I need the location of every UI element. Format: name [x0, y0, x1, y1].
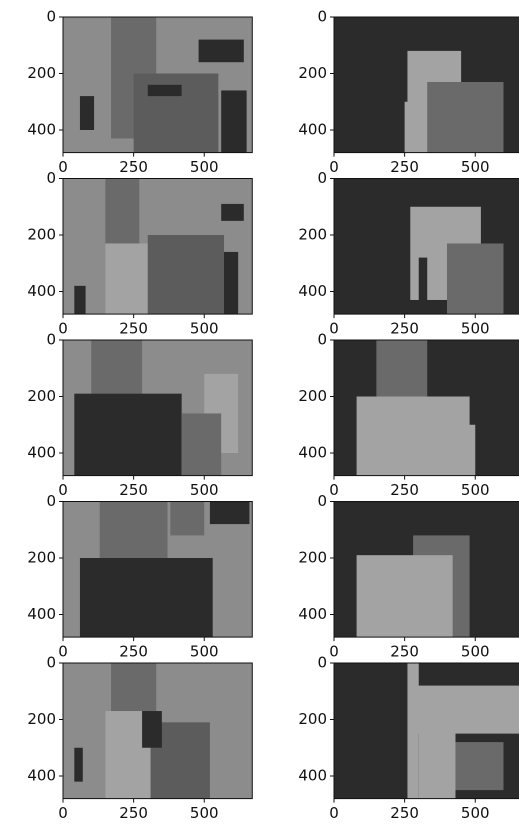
x-tick-label: 0 — [329, 804, 339, 822]
y-tick-label: 200 — [298, 226, 327, 244]
x-tick-label: 0 — [58, 804, 68, 822]
x-tick-label: 250 — [119, 643, 148, 661]
y-tick-label: 0 — [317, 169, 327, 187]
image-region — [80, 96, 94, 130]
y-tick-label: 0 — [46, 654, 56, 672]
subplot: 0 250 500 0 200 400 — [298, 8, 519, 177]
x-tick-label: 500 — [190, 481, 219, 499]
image-region — [357, 397, 470, 476]
x-tick-label: 0 — [329, 481, 339, 499]
x-tick-label: 500 — [190, 320, 219, 338]
image-region — [407, 663, 418, 799]
image-region — [357, 555, 453, 637]
x-tick-label: 250 — [119, 158, 148, 176]
y-tick-label: 200 — [27, 549, 56, 567]
image-region — [447, 243, 504, 314]
x-tick-label: 0 — [58, 158, 68, 176]
subplot: 0 250 500 0 200 400 — [298, 492, 519, 661]
image-region — [210, 502, 250, 525]
image-region — [105, 179, 139, 247]
image-region — [405, 102, 419, 153]
subplot: 0 250 500 0 200 400 — [298, 654, 519, 823]
y-tick-label: 200 — [27, 226, 56, 244]
subplot: 0 250 500 0 200 400 — [27, 8, 252, 177]
y-tick-label: 0 — [317, 8, 327, 26]
x-tick-label: 250 — [390, 643, 419, 661]
y-tick-label: 200 — [27, 64, 56, 82]
image-region — [142, 711, 162, 748]
y-tick-label: 0 — [46, 8, 56, 26]
y-tick-label: 400 — [27, 605, 56, 623]
y-tick-label: 400 — [298, 605, 327, 623]
image-region — [91, 340, 142, 397]
image-region — [199, 40, 244, 63]
y-tick-label: 400 — [27, 121, 56, 139]
y-tick-label: 400 — [298, 444, 327, 462]
y-tick-label: 200 — [298, 387, 327, 405]
x-tick-label: 0 — [329, 320, 339, 338]
x-tick-label: 500 — [190, 804, 219, 822]
image-region — [74, 394, 181, 476]
x-tick-label: 0 — [58, 481, 68, 499]
image-region — [221, 204, 244, 221]
y-tick-label: 400 — [27, 767, 56, 785]
x-tick-label: 0 — [329, 643, 339, 661]
image-region — [148, 85, 182, 96]
x-tick-label: 500 — [461, 804, 490, 822]
x-tick-label: 500 — [461, 320, 490, 338]
subplot: 0 250 500 0 200 400 — [27, 169, 252, 338]
x-tick-label: 0 — [329, 158, 339, 176]
x-tick-label: 0 — [58, 320, 68, 338]
y-tick-label: 0 — [317, 331, 327, 349]
x-tick-label: 250 — [119, 481, 148, 499]
image-region — [419, 725, 456, 798]
subplot: 0 250 500 0 200 400 — [298, 331, 519, 500]
image-region — [455, 742, 503, 790]
y-tick-label: 0 — [317, 492, 327, 510]
y-tick-label: 0 — [46, 169, 56, 187]
image-region — [182, 413, 222, 475]
y-tick-label: 400 — [27, 282, 56, 300]
x-tick-label: 500 — [190, 643, 219, 661]
x-tick-label: 250 — [390, 804, 419, 822]
image-region — [419, 258, 427, 306]
x-tick-label: 250 — [119, 320, 148, 338]
y-tick-label: 200 — [27, 710, 56, 728]
y-tick-label: 0 — [46, 331, 56, 349]
image-region — [427, 82, 503, 153]
subplot: 0 250 500 0 200 400 — [27, 654, 252, 823]
figure: 0 250 500 0 200 400 0 250 500 0 200 400 0 250 500 0 200 4… — [0, 0, 519, 825]
image-region — [148, 235, 224, 314]
image-region — [74, 286, 85, 314]
y-tick-label: 0 — [317, 654, 327, 672]
x-tick-label: 500 — [461, 481, 490, 499]
x-tick-label: 0 — [58, 643, 68, 661]
y-tick-label: 200 — [298, 64, 327, 82]
y-tick-label: 400 — [298, 282, 327, 300]
image-region — [221, 90, 246, 152]
y-tick-label: 200 — [298, 710, 327, 728]
x-tick-label: 250 — [119, 804, 148, 822]
image-region — [74, 748, 82, 782]
subplot: 0 250 500 0 200 400 — [27, 492, 252, 661]
y-tick-label: 200 — [298, 549, 327, 567]
x-tick-label: 250 — [390, 481, 419, 499]
image-region — [464, 425, 475, 476]
image-region — [80, 558, 213, 637]
x-tick-label: 250 — [390, 158, 419, 176]
y-tick-label: 200 — [27, 387, 56, 405]
image-region — [170, 502, 204, 536]
y-tick-label: 400 — [298, 121, 327, 139]
x-tick-label: 500 — [461, 158, 490, 176]
x-tick-label: 250 — [390, 320, 419, 338]
x-tick-label: 500 — [461, 643, 490, 661]
y-tick-label: 400 — [27, 444, 56, 462]
x-tick-label: 500 — [190, 158, 219, 176]
y-tick-label: 400 — [298, 767, 327, 785]
subplot: 0 250 500 0 200 400 — [27, 331, 252, 500]
image-region — [224, 252, 238, 314]
subplot: 0 250 500 0 200 400 — [298, 169, 519, 338]
image-region — [111, 663, 156, 711]
y-tick-label: 0 — [46, 492, 56, 510]
